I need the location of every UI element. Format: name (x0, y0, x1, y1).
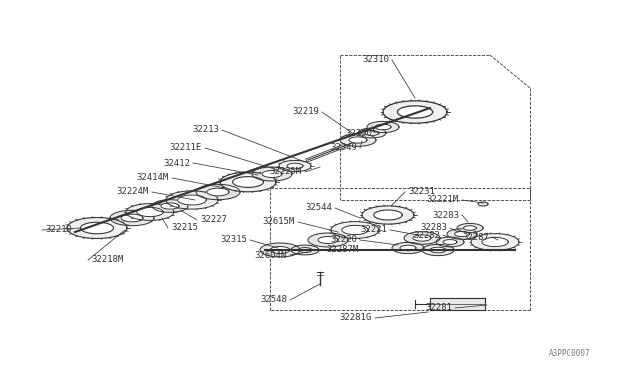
Polygon shape (298, 247, 312, 253)
Polygon shape (121, 214, 143, 222)
Text: 32310: 32310 (362, 55, 389, 64)
Polygon shape (81, 222, 113, 234)
Text: 32414M: 32414M (137, 173, 169, 183)
Polygon shape (279, 160, 311, 171)
Polygon shape (178, 195, 206, 205)
Polygon shape (362, 206, 414, 224)
Polygon shape (110, 210, 154, 226)
Text: 32281G: 32281G (340, 314, 372, 323)
Text: 32349: 32349 (330, 144, 357, 153)
Polygon shape (413, 235, 431, 241)
Polygon shape (152, 200, 188, 212)
Text: 32224M: 32224M (116, 187, 149, 196)
Polygon shape (463, 226, 477, 230)
Text: 32211E: 32211E (170, 144, 202, 153)
Text: 32218M: 32218M (91, 256, 124, 264)
Polygon shape (137, 207, 163, 217)
Text: 32215: 32215 (171, 224, 198, 232)
Text: 32213: 32213 (192, 125, 219, 135)
Polygon shape (358, 128, 386, 138)
Polygon shape (422, 244, 454, 256)
Polygon shape (166, 191, 218, 209)
Polygon shape (126, 203, 174, 220)
Polygon shape (374, 210, 403, 220)
Polygon shape (383, 101, 447, 123)
Polygon shape (447, 229, 477, 239)
Polygon shape (471, 234, 519, 250)
Polygon shape (392, 243, 424, 254)
Polygon shape (342, 225, 368, 235)
Polygon shape (318, 237, 338, 244)
Text: 32544: 32544 (305, 203, 332, 212)
Text: 32225M: 32225M (269, 167, 302, 176)
Text: 32350: 32350 (345, 128, 372, 138)
Text: 32221: 32221 (360, 225, 387, 234)
Polygon shape (482, 237, 508, 247)
Polygon shape (196, 184, 240, 200)
Text: 32221M: 32221M (427, 196, 459, 205)
Polygon shape (270, 247, 290, 253)
Polygon shape (308, 233, 348, 247)
Polygon shape (457, 224, 483, 232)
Polygon shape (252, 167, 292, 181)
Text: 32315: 32315 (220, 235, 247, 244)
Polygon shape (340, 134, 376, 146)
Text: 32281: 32281 (425, 304, 452, 312)
Text: 32604N: 32604N (255, 250, 287, 260)
Text: A3PPC0007: A3PPC0007 (548, 349, 590, 358)
Polygon shape (454, 231, 470, 237)
Polygon shape (331, 222, 379, 238)
Polygon shape (161, 203, 179, 209)
Text: 32287: 32287 (462, 232, 489, 241)
Polygon shape (375, 124, 391, 130)
Polygon shape (443, 240, 457, 244)
Polygon shape (260, 243, 300, 257)
Text: 32283: 32283 (432, 211, 459, 219)
Text: 32231: 32231 (408, 187, 435, 196)
Polygon shape (262, 170, 282, 177)
Text: 32283: 32283 (420, 224, 447, 232)
Text: 32282: 32282 (413, 231, 440, 240)
Text: 32220: 32220 (330, 235, 357, 244)
Polygon shape (400, 245, 416, 251)
Polygon shape (430, 298, 485, 310)
Text: 32219: 32219 (292, 108, 319, 116)
Polygon shape (365, 131, 379, 135)
Polygon shape (349, 137, 367, 143)
Text: 32219: 32219 (45, 225, 72, 234)
Polygon shape (367, 121, 399, 132)
Polygon shape (404, 232, 440, 244)
Text: 32615M: 32615M (263, 218, 295, 227)
Polygon shape (478, 202, 488, 206)
Polygon shape (287, 163, 303, 169)
Polygon shape (232, 177, 264, 187)
Text: 32548: 32548 (260, 295, 287, 305)
Text: 32287M: 32287M (327, 246, 359, 254)
Polygon shape (207, 188, 229, 196)
Polygon shape (436, 237, 464, 247)
Polygon shape (397, 106, 433, 118)
Polygon shape (291, 245, 319, 255)
Text: 32412: 32412 (163, 158, 190, 167)
Polygon shape (430, 247, 446, 253)
Polygon shape (67, 218, 127, 238)
Text: 32227: 32227 (200, 215, 227, 224)
Polygon shape (220, 172, 276, 192)
